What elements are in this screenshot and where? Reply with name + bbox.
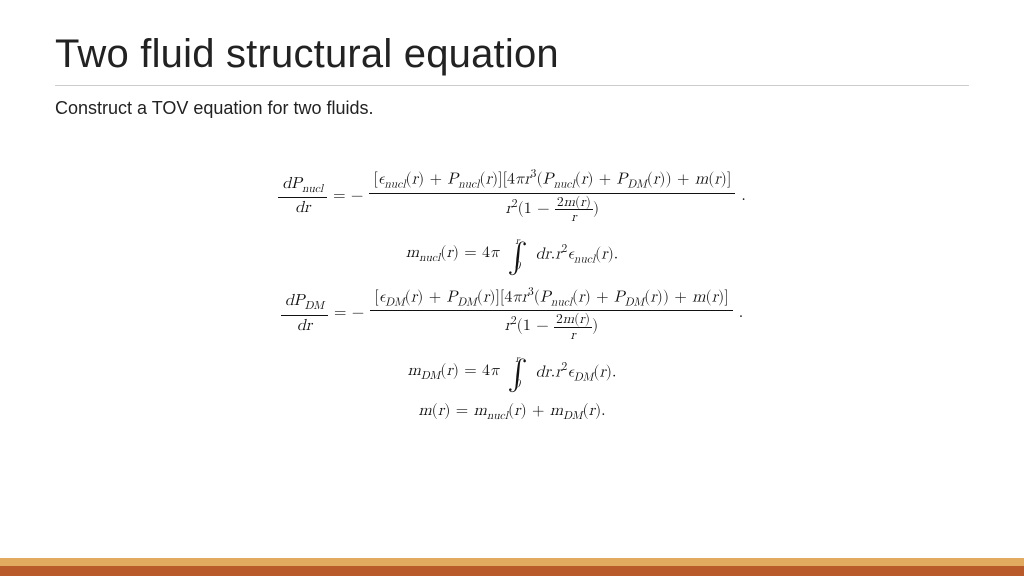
slide: Two fluid structural equation Construct … — [0, 0, 1024, 576]
title-divider — [55, 85, 969, 86]
slide-title: Two fluid structural equation — [55, 32, 969, 77]
footer-band-top — [0, 558, 1024, 566]
slide-subtitle: Construct a TOV equation for two fluids. — [55, 98, 969, 119]
equation-3: dPDM dr = − [ϵDM(r) + PDM(r)][4πr3(Pnucl… — [281, 285, 743, 343]
footer-bands — [0, 558, 1024, 576]
footer-band-bottom — [0, 566, 1024, 576]
equation-1: dPnucl dr = − [ϵnucl(r) + Pnucl(r)][4πr3… — [278, 167, 746, 225]
equation-5: m(r) = mnucl(r) + mDM(r). — [418, 402, 605, 423]
equation-4: mDM(r) = 4π r∫0 dr.r2ϵDM(r). — [408, 357, 617, 388]
equations-block: dPnucl dr = − [ϵnucl(r) + Pnucl(r)][4πr3… — [55, 167, 969, 423]
equation-2: mnucl(r) = 4π r∫0 dr.r2ϵnucl(r). — [406, 239, 619, 270]
